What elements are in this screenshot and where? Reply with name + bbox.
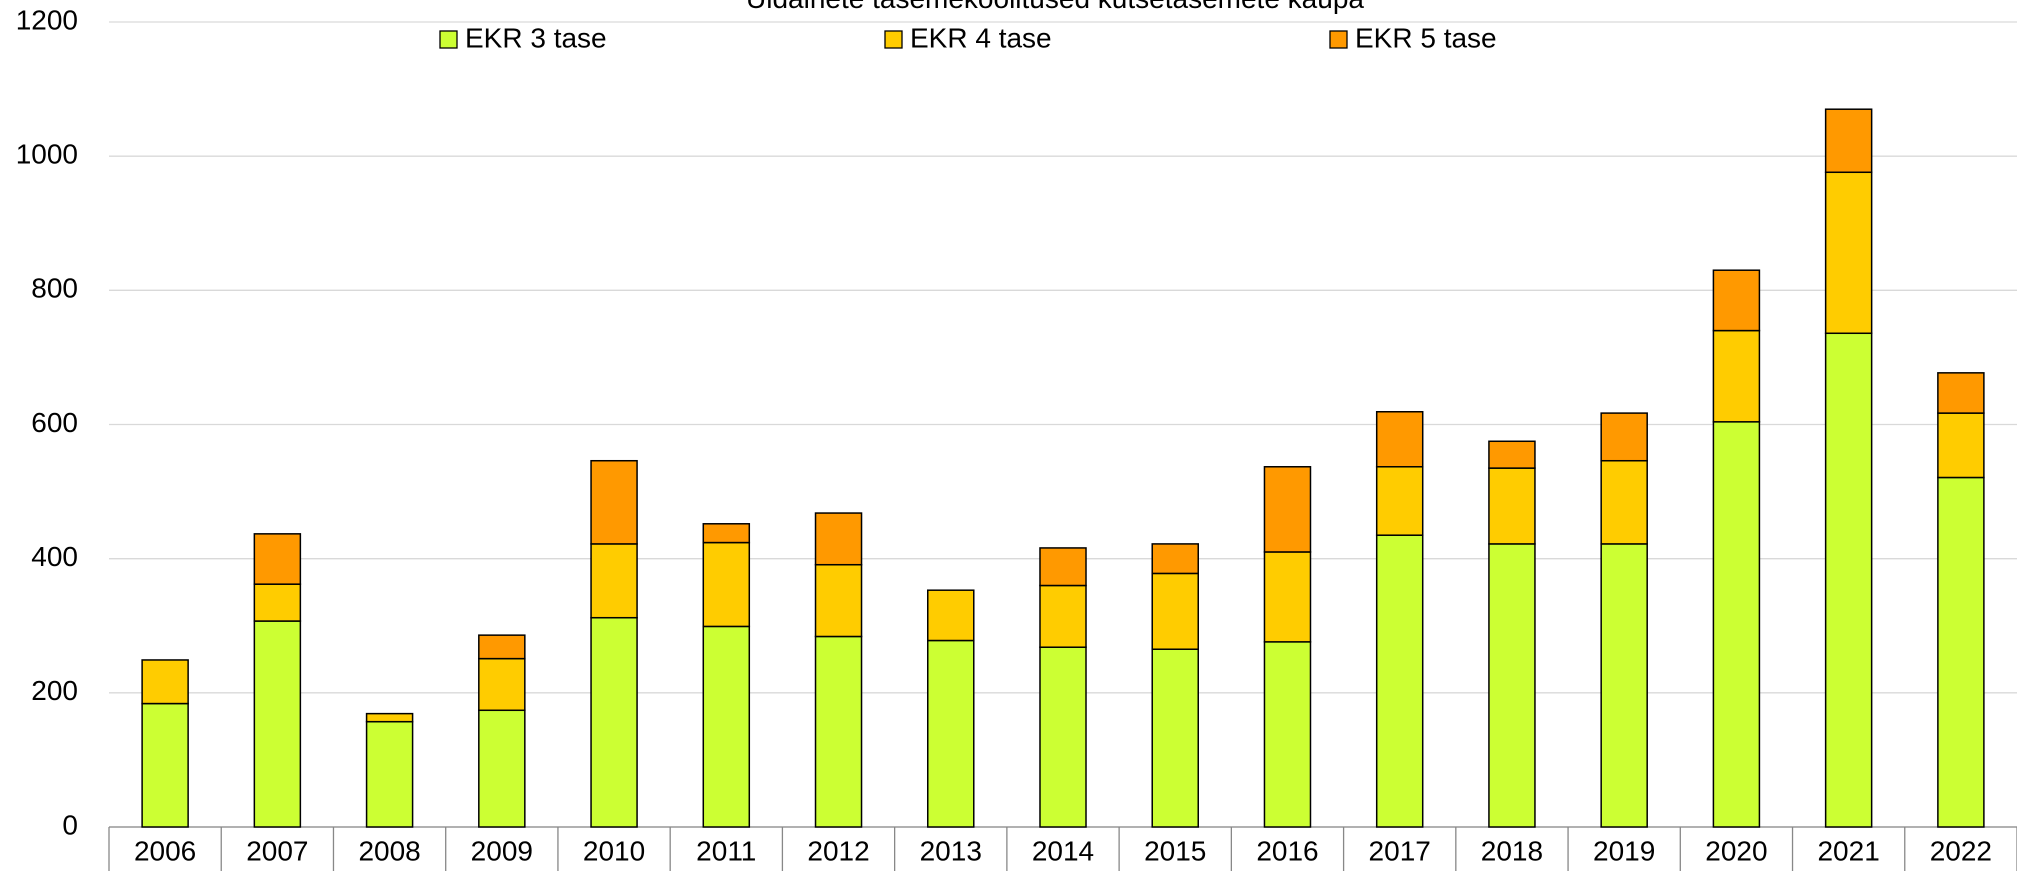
bar-segment <box>478 634 526 660</box>
bar-segment <box>253 620 302 828</box>
bar-segment <box>1600 412 1648 462</box>
bar-segment <box>1600 459 1648 545</box>
bar-segment <box>1937 476 1985 828</box>
bar-segment <box>1151 648 1199 828</box>
legend-label: EKR 5 tase <box>1355 22 1497 53</box>
bar-segment <box>478 709 526 828</box>
bar-segment <box>1488 467 1536 545</box>
bar-segment <box>1375 466 1424 536</box>
bar-segment <box>1375 411 1424 468</box>
bar-segment <box>1039 584 1087 648</box>
y-tick-label: 600 <box>31 407 78 438</box>
x-tick-label: 2006 <box>134 835 196 866</box>
bar-segment <box>1712 269 1761 332</box>
x-tick-label: 2009 <box>471 835 533 866</box>
bar-segment <box>1488 440 1536 469</box>
x-tick-label: 2017 <box>1369 835 1431 866</box>
bar-segment <box>590 616 638 828</box>
legend-swatch <box>1329 30 1348 49</box>
bar-segment <box>1039 547 1087 587</box>
y-tick-label: 200 <box>31 675 78 706</box>
legend-swatch <box>439 30 458 49</box>
bar-segment <box>1824 108 1873 174</box>
bar-segment <box>702 523 751 544</box>
bar-segment <box>590 543 638 619</box>
bar-segment <box>253 583 302 622</box>
x-tick-label: 2014 <box>1032 835 1094 866</box>
bar-segment <box>1263 551 1312 643</box>
bar-segment <box>1937 412 1985 479</box>
y-tick-label: 1000 <box>16 139 78 170</box>
x-tick-label: 2007 <box>246 835 308 866</box>
x-tick-label: 2021 <box>1817 835 1879 866</box>
x-tick-label: 2013 <box>920 835 982 866</box>
bar-segment <box>1712 421 1761 828</box>
bar-segment <box>1712 329 1761 423</box>
bar-segment <box>1375 534 1424 828</box>
bar-segment <box>814 512 863 566</box>
y-tick-label: 800 <box>31 273 78 304</box>
bar-segment <box>1263 641 1312 828</box>
bar-segment <box>1600 543 1648 828</box>
legend-swatch <box>884 30 903 49</box>
legend-label: EKR 3 tase <box>465 22 607 53</box>
bar-segment <box>814 635 863 828</box>
bar-segment <box>478 657 526 712</box>
x-tick-label: 2019 <box>1593 835 1655 866</box>
bar-segment <box>1488 543 1536 828</box>
bar-segment <box>1824 171 1873 335</box>
bar-segment <box>141 702 189 828</box>
bar-segment <box>365 712 414 723</box>
x-tick-label: 2018 <box>1481 835 1543 866</box>
x-tick-label: 2010 <box>583 835 645 866</box>
x-tick-label: 2015 <box>1144 835 1206 866</box>
bar-segment <box>1151 543 1199 575</box>
y-tick-label: 400 <box>31 541 78 572</box>
bar-segment <box>927 589 975 642</box>
x-tick-label: 2016 <box>1256 835 1318 866</box>
x-tick-label: 2008 <box>358 835 420 866</box>
bar-segment <box>253 533 302 585</box>
bar-segment <box>702 541 751 628</box>
x-tick-label: 2022 <box>1930 835 1992 866</box>
bar-segment <box>590 459 638 545</box>
bar-segment <box>1824 332 1873 828</box>
bar-segment <box>365 720 414 828</box>
x-tick-label: 2011 <box>696 835 756 866</box>
chart-title: Üldainete tasemekoolitused kutsetasemete… <box>746 0 1364 14</box>
bar-segment <box>141 659 189 705</box>
bar-segment <box>702 625 751 828</box>
bar-segment <box>1937 372 1985 414</box>
y-tick-label: 1200 <box>16 4 78 35</box>
bar-segment <box>1151 572 1199 650</box>
bar-segment <box>1039 646 1087 828</box>
x-tick-label: 2012 <box>807 835 869 866</box>
legend-label: EKR 4 tase <box>910 22 1052 53</box>
x-tick-label: 2020 <box>1705 835 1767 866</box>
y-tick-label: 0 <box>62 809 78 840</box>
bar-segment <box>814 563 863 638</box>
bar-segment <box>1263 466 1312 553</box>
bar-segment <box>927 639 975 828</box>
